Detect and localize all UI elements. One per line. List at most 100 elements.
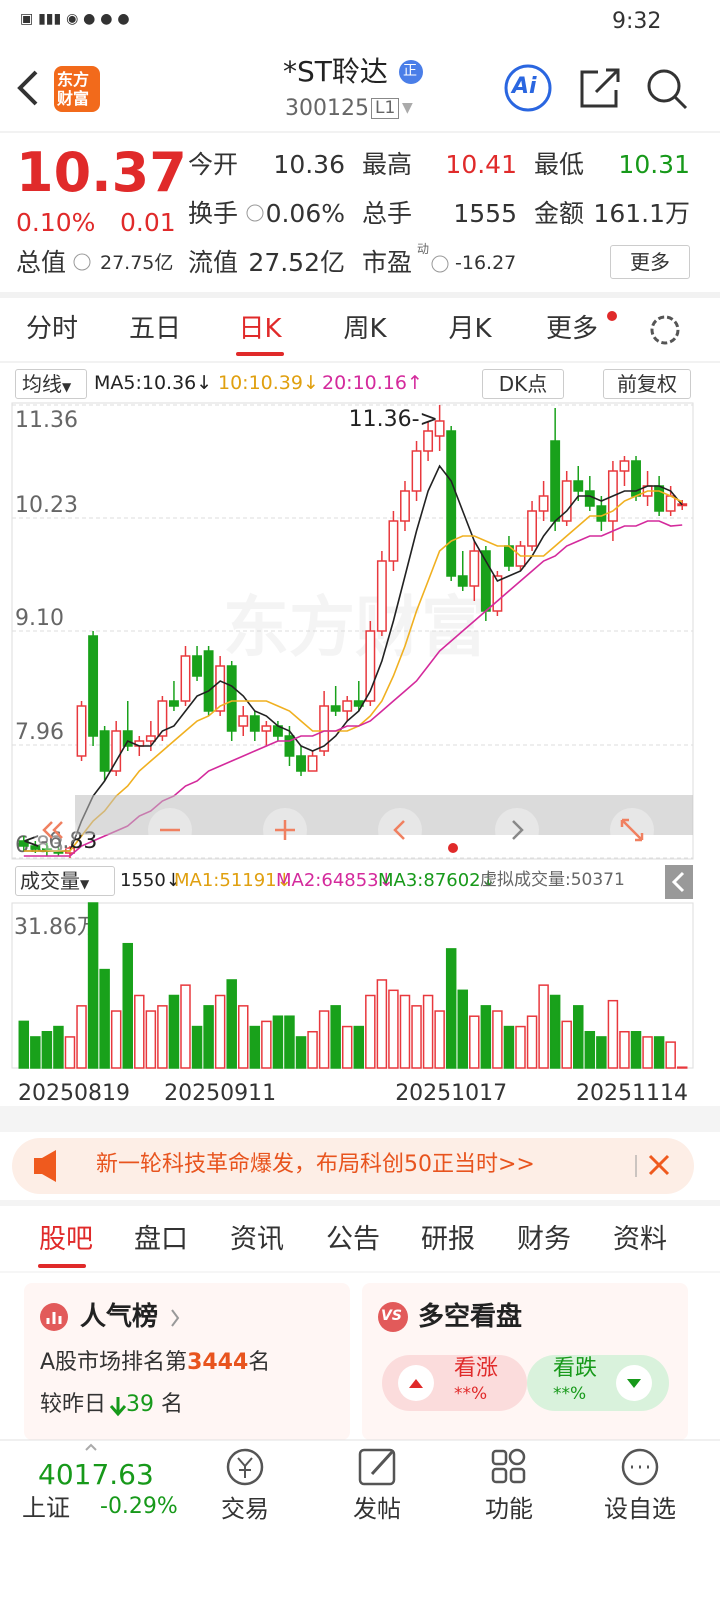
logo-line: 财富 — [57, 89, 90, 108]
logo[interactable]: 东方 财富 — [57, 70, 89, 108]
candle-body — [446, 430, 457, 577]
down-label: 看跌 — [553, 1356, 598, 1381]
rank-title[interactable]: 人气榜 — [80, 1302, 159, 1332]
price: 10.37 — [16, 141, 187, 204]
candle-body — [561, 480, 572, 522]
adjust-button[interactable]: 前复权 — [603, 369, 691, 399]
share-icon[interactable] — [580, 68, 620, 108]
sentiment-title[interactable]: 多空看盘 — [418, 1302, 523, 1332]
content-tab[interactable]: 公告 — [326, 1224, 380, 1255]
card-bg[interactable] — [24, 1283, 350, 1440]
icon-expand — [620, 818, 644, 842]
tab[interactable]: 五日 — [128, 314, 182, 344]
ma-selector[interactable]: 均线▼ — [15, 369, 87, 399]
ai-label[interactable]: Ai — [512, 74, 537, 99]
nav-item[interactable]: 设自选 — [604, 1495, 676, 1523]
nav-item[interactable]: 功能 — [485, 1495, 533, 1523]
candle-body — [215, 665, 226, 712]
content-tab[interactable]: 资讯 — [230, 1224, 284, 1255]
func-icon — [508, 1448, 526, 1466]
icon-next — [512, 820, 524, 840]
ma-selector-label: 均线 — [22, 372, 62, 396]
banner-bg[interactable] — [12, 1138, 694, 1194]
tab[interactable]: 分时 — [25, 314, 79, 344]
settings-icon[interactable] — [650, 315, 680, 345]
control-btn[interactable] — [378, 808, 422, 852]
content-tab[interactable]: 财务 — [517, 1224, 571, 1255]
vol-ma3: MA3:87602↓ — [378, 870, 496, 891]
banner-close[interactable] — [648, 1154, 670, 1176]
rank-suffix: 名 — [248, 1350, 271, 1375]
candle-body — [411, 450, 422, 492]
content-tab[interactable]: 研报 — [421, 1224, 475, 1255]
tab[interactable]: 日K — [238, 314, 282, 344]
control-btn[interactable] — [495, 808, 539, 852]
candle-body — [342, 700, 353, 712]
field-value: 1555 — [453, 199, 517, 228]
volume-bar — [434, 1010, 445, 1069]
level[interactable]: L1 — [371, 98, 400, 119]
field-value: 10.41 — [445, 150, 517, 179]
change-prefix: 较昨日 — [40, 1392, 107, 1417]
vol-selector[interactable]: 成交量▼ — [15, 866, 115, 896]
tab[interactable]: 更多 — [545, 314, 599, 344]
dk-button[interactable]: DK点 — [482, 369, 564, 399]
tab[interactable]: 周K — [343, 314, 387, 344]
expand-icon[interactable] — [85, 1443, 97, 1451]
down-arrow-icon — [627, 1379, 641, 1388]
back-icon[interactable] — [17, 70, 38, 106]
rank-change: 39 — [126, 1392, 155, 1417]
volume-bar — [653, 1036, 665, 1069]
ai-icon[interactable] — [504, 64, 552, 112]
candle-body — [457, 575, 468, 587]
tab-underline — [236, 352, 284, 356]
up-arrow — [409, 1379, 423, 1388]
control-icons — [42, 818, 644, 842]
candle-body — [238, 715, 249, 727]
info-icon[interactable] — [431, 255, 449, 273]
volume-bar — [180, 984, 191, 1069]
func-icon — [491, 1467, 508, 1484]
banner-text[interactable]: 新一轮科技革命爆发，布局科创50正当时>> — [96, 1152, 535, 1177]
nav-item[interactable]: 交易 — [221, 1495, 269, 1523]
index-name: 上证 — [22, 1494, 70, 1522]
vs-icon — [378, 1302, 408, 1332]
post-icon — [358, 1448, 396, 1486]
content-tab[interactable]: 盘口 — [134, 1224, 188, 1255]
volume-bar — [134, 994, 145, 1069]
volume-bar — [503, 1025, 515, 1069]
clock: 9:32 — [612, 9, 662, 34]
field-value: -16.27 — [455, 252, 517, 274]
index-value[interactable]: 4017.63 — [38, 1458, 154, 1491]
candle-body — [145, 735, 156, 742]
volume-bar — [549, 994, 561, 1069]
search-icon[interactable] — [647, 69, 681, 103]
ma5-value: MA5:10.36↓ — [94, 372, 213, 394]
field-label: 今开 — [188, 150, 239, 179]
notice-dot — [607, 311, 617, 321]
candle-body — [203, 650, 214, 712]
volume-bar — [110, 1010, 122, 1069]
change-line: 较昨日 39 名 — [40, 1394, 183, 1416]
candle-body — [249, 715, 260, 732]
volume-bar — [515, 1025, 526, 1069]
info-icon[interactable] — [73, 253, 91, 271]
content-tab[interactable]: 股吧 — [39, 1224, 93, 1255]
more-button[interactable]: 更多 — [610, 245, 690, 279]
down-arrow — [109, 1397, 127, 1417]
volume-bar — [168, 994, 180, 1069]
volume-bar — [145, 1010, 157, 1069]
volume-bar — [64, 1036, 76, 1069]
info-icon[interactable] — [246, 204, 264, 222]
volume-bar — [584, 1030, 596, 1069]
candle-body — [192, 655, 203, 677]
candle-body — [122, 730, 133, 747]
candle-body — [388, 520, 399, 562]
volume-bar — [157, 1005, 168, 1069]
collapse-tab[interactable] — [665, 865, 693, 899]
content-tab[interactable]: 资料 — [613, 1224, 667, 1255]
nav-item[interactable]: 发帖 — [353, 1495, 401, 1523]
candle-body — [550, 440, 561, 522]
tab[interactable]: 月K — [448, 314, 492, 344]
y-tick-label: 9.10 — [15, 606, 64, 631]
